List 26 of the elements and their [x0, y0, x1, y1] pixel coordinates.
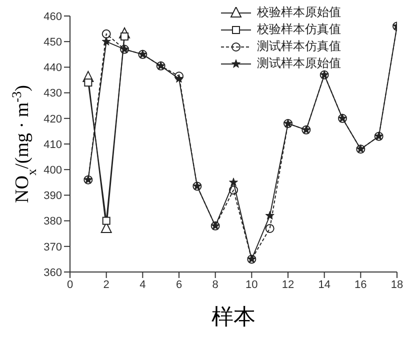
y-tick-label: 390	[44, 190, 62, 202]
y-tick-label: 420	[44, 113, 62, 126]
x-tick-label: 18	[390, 278, 404, 291]
y-tick-label: 410	[44, 138, 62, 151]
y-tick-label: 460	[44, 10, 62, 23]
y-tick-label: 400	[44, 164, 62, 177]
x-axis-title: 样本	[212, 305, 256, 330]
x-tick-label: 14	[318, 278, 330, 291]
x-tick-label: 10	[246, 278, 258, 291]
x-tick-label: 16	[354, 278, 367, 291]
y-tick-label: 450	[44, 36, 62, 49]
y-tick-label: 370	[44, 241, 62, 254]
legend-label: 测试样本原始值	[257, 55, 341, 72]
y-tick-label: 380	[44, 216, 62, 228]
x-tick-label: 0	[66, 278, 74, 291]
legend-label: 测试样本仿真值	[257, 38, 341, 55]
y-tick-label: 440	[44, 62, 62, 74]
legend-label: 校验样本原始值	[257, 4, 341, 21]
x-tick-label: 8	[212, 278, 218, 291]
y-tick-label: 360	[44, 266, 62, 279]
legend-label: 校验样本仿真值	[257, 21, 341, 38]
y-tick-label: 430	[44, 88, 62, 100]
x-tick-label: 2	[103, 278, 110, 291]
x-tick-label: 12	[282, 278, 294, 291]
x-tick-label: 4	[140, 278, 146, 291]
x-tick-label: 6	[176, 278, 182, 291]
